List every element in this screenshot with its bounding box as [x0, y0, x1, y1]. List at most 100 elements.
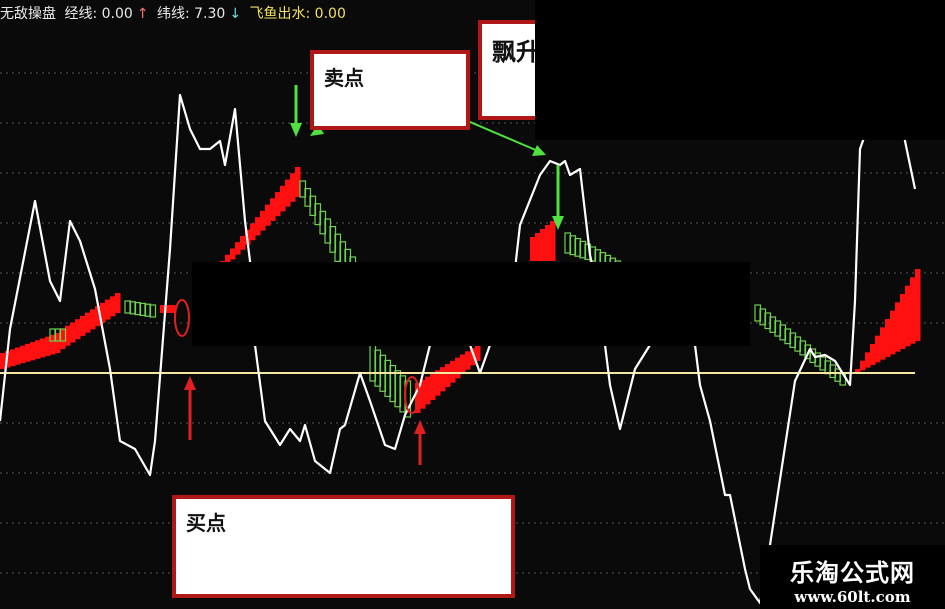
rise-block: [445, 364, 451, 387]
rise-block: [170, 305, 176, 313]
rise-block: [275, 192, 281, 217]
buy-point-note: 买点: [172, 495, 515, 598]
rise-label: 飘升: [492, 38, 540, 66]
rise-block: [475, 345, 481, 361]
rise-block: [165, 305, 171, 313]
rise-block: [870, 344, 876, 365]
buy-circle: [404, 376, 420, 414]
rise-block: [65, 325, 71, 346]
rise-block: [225, 254, 231, 265]
fall-block: [149, 304, 157, 318]
rise-block: [30, 342, 36, 361]
rise-block: [910, 277, 916, 344]
rise-block: [235, 242, 241, 255]
sell-arrow-icon-head: [290, 123, 302, 137]
watermark-url: www.60lt.com: [794, 588, 911, 606]
rise-block: [95, 306, 101, 327]
rise-block: [890, 310, 896, 355]
rise-block: [115, 293, 121, 313]
rise-block: [885, 319, 891, 357]
rise-block: [250, 223, 256, 241]
rise-block: [530, 237, 536, 261]
rise-block: [20, 345, 26, 364]
rise-block: [230, 248, 236, 260]
watermark-name: 乐淘公式网: [790, 558, 915, 587]
rise-block: [550, 221, 556, 261]
rise-block: [415, 383, 421, 413]
buy-arrow-icon-head: [184, 376, 196, 390]
rise-block: [35, 340, 41, 359]
buy-circle: [174, 299, 190, 337]
rise-block: [45, 336, 51, 356]
rise-block: [880, 327, 886, 360]
rise-block: [110, 296, 116, 317]
sell-point-label: 卖点: [324, 66, 364, 90]
pointer-arrow-head: [532, 145, 546, 156]
rise-block: [75, 319, 81, 340]
rise-block: [270, 198, 276, 221]
rise-block: [255, 217, 261, 236]
rise-block: [295, 167, 301, 197]
rise-block: [265, 204, 271, 226]
rise-block: [80, 315, 86, 336]
rise-block: [895, 302, 901, 352]
sell-arrow-icon-head: [552, 216, 564, 230]
redaction-box-center: [192, 262, 750, 346]
rise-block: [25, 343, 31, 362]
watermark-logo: 乐淘公式网 www.60lt.com: [760, 545, 945, 609]
rise-block: [900, 294, 906, 349]
rise-block: [855, 369, 861, 373]
rise-block: [440, 367, 446, 392]
rise-block: [460, 354, 466, 374]
rise-block: [865, 352, 871, 368]
rise-block: [40, 338, 46, 358]
rise-block: [0, 353, 6, 369]
rise-block: [50, 334, 56, 355]
rise-block: [100, 302, 106, 323]
rise-block: [285, 179, 291, 207]
rise-block: [905, 285, 911, 347]
rise-block: [290, 173, 296, 202]
arrow-up-icon: ↑: [136, 6, 149, 22]
rise-block: [240, 235, 246, 250]
rise-block: [915, 269, 921, 341]
rise-block: [70, 322, 76, 343]
rise-block: [860, 360, 866, 371]
redaction-box-top-right: [535, 0, 945, 140]
rise-block: [455, 357, 461, 379]
rise-block: [90, 309, 96, 330]
rise-block: [545, 225, 551, 261]
buy-arrow-icon-head: [414, 420, 426, 434]
arrow-down-icon: ↓: [229, 6, 242, 22]
indicator-name: 无敌操盘: [0, 6, 56, 22]
rise-block: [470, 348, 476, 366]
sell-point-note: 卖点: [310, 50, 470, 130]
rise-block: [60, 329, 66, 349]
rise-block: [15, 347, 21, 365]
line2-value: 纬线: 7.30: [156, 6, 226, 22]
rise-block: [85, 312, 91, 333]
rise-block: [420, 379, 426, 409]
rise-block: [425, 376, 431, 405]
rise-block: [430, 373, 436, 400]
rise-block: [875, 335, 881, 363]
signal-bands: [0, 167, 921, 418]
line3-value: 飞鱼出水: 0.00: [249, 6, 346, 22]
line1-value: 经线: 0.00: [64, 6, 133, 22]
rise-block: [160, 305, 166, 313]
rise-block: [540, 229, 546, 261]
rise-block: [280, 185, 286, 212]
rise-block: [260, 210, 266, 231]
fall-block: [59, 328, 67, 342]
indicator-header: 无敌操盘 经线: 0.00 ↑ 纬线: 7.30 ↓ 飞鱼出水: 0.00: [0, 3, 350, 25]
rise-block: [450, 360, 456, 383]
rise-block: [105, 299, 111, 320]
buy-point-label: 买点: [186, 511, 226, 535]
pointer-arrow-head: [310, 124, 324, 136]
rise-block: [10, 349, 16, 367]
rise-block: [465, 351, 471, 370]
rise-block: [55, 333, 61, 353]
rise-block: [435, 370, 441, 396]
rise-block: [535, 233, 541, 261]
